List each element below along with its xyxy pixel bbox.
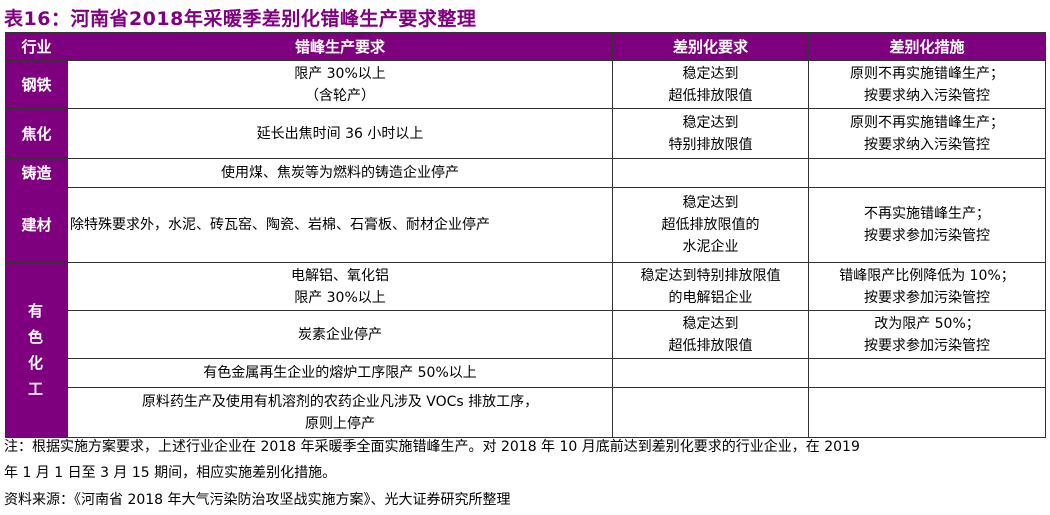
cell-line: 炭素企业停产	[298, 326, 382, 343]
cell-line: 稳定达到	[682, 114, 739, 131]
diff-requirement-cell: 稳定达到超低排放限值	[612, 60, 809, 109]
diff-measure-cell	[808, 358, 1046, 388]
requirement-cell: 使用煤、焦炭等为燃料的铸造企业停产	[67, 158, 613, 188]
requirement-cell: 炭素企业停产	[67, 310, 613, 359]
cell-line: 原则上停产	[305, 415, 375, 432]
table-title: 表16：河南省2018年采暖季差别化错峰生产要求整理	[4, 8, 477, 30]
table-row: 焦化 延长出焦时间 36 小时以上 稳定达到特别排放限值 原则不再实施错峰生产； 按要求…	[5, 108, 1046, 159]
cell-line: 电解铝、氧化铝	[291, 267, 389, 284]
requirement-cell: 原料药生产及使用有机溶剂的农药企业凡涉及 VOCs 排放工序， 原则上停产	[67, 387, 613, 438]
note-line-2: 年 1 月 1 日至 3 月 15 期间，相应实施差别化措施。	[4, 465, 337, 481]
cell-line: 稳定达到	[682, 195, 739, 211]
cell-line: 超低排放限值	[668, 87, 753, 104]
table-row: 有色金属再生企业的熔炉工序限产 50%以上	[6, 358, 1046, 388]
cell-line: 特别排放限值	[668, 136, 753, 153]
cell-line: 超低排放限值	[668, 337, 753, 354]
diff-measure-cell: 不再实施错峰生产； 按要求参加污染管控	[808, 187, 1046, 263]
cell-line: 按要求纳入污染管控	[864, 136, 990, 153]
diff-measure-cell: 改为限产 50%； 按要求参加污染管控	[808, 310, 1046, 359]
note-line-1: 注：根据实施方案要求，上述行业企业在 2018 年采暖季全面实施错峰生产。对 2…	[4, 439, 860, 455]
requirement-cell: 限产 30%以上 （含轮产）	[67, 60, 613, 109]
table-row: 建材 除特殊要求外，水泥、砖瓦窑、陶瓷、岩棉、石膏板、耐材企业停产 稳定达到超低排放…	[5, 187, 1046, 263]
cell-line: 稳定达到	[682, 65, 739, 82]
cell-line: 按要求参加污染管控	[864, 289, 990, 306]
cell-line: 稳定达到特别排放限值	[640, 267, 781, 284]
diff-requirement-cell	[612, 387, 809, 438]
diff-requirement-cell	[612, 158, 809, 188]
cell-line: 使用煤、焦炭等为燃料的铸造企业停产	[221, 165, 459, 181]
cell-line: 延长出焦时间 36 小时以上	[256, 125, 424, 142]
requirement-cell: 有色金属再生企业的熔炉工序限产 50%以上	[67, 358, 613, 388]
cell-line: 水泥企业	[682, 239, 739, 255]
diff-requirement-cell: 稳定达到特别排放限值 的电解铝企业	[612, 262, 809, 311]
cell-line: 除特殊要求外，水泥、砖瓦窑、陶瓷、岩棉、石膏板、耐材企业停产	[70, 217, 490, 233]
table-row: 有色化工 电解铝、氧化铝 限产 30%以上 稳定达到特别排放限值 的电解铝企业 错峰限产比…	[5, 262, 1046, 438]
diff-requirement-cell: 稳定达到超低排放限值	[612, 310, 809, 359]
cell-line: 错峰限产比例降低为 10%；	[839, 267, 1015, 284]
diff-requirement-cell	[612, 358, 809, 388]
cell-line: 按要求参加污染管控	[864, 228, 990, 244]
diff-measure-cell: 原则不再实施错峰生产； 按要求纳入污染管控	[808, 60, 1046, 109]
cell-line: 的电解铝企业	[668, 289, 753, 306]
table-header-row: 行业 错峰生产要求 差别化要求 差别化措施	[5, 32, 1046, 61]
cell-line: 原料药生产及使用有机溶剂的农药企业凡涉及 VOCs 排放工序，	[141, 393, 539, 410]
industry-cell: 铸造	[5, 158, 68, 188]
header-industry: 行业	[5, 32, 68, 61]
requirements-table: 行业 错峰生产要求 差别化要求 差别化措施 钢铁 限产 30%以上 （含轮产） 稳定达…	[5, 32, 1046, 438]
header-requirement: 错峰生产要求	[67, 32, 613, 61]
cell-line: 原则不再实施错峰生产；	[850, 65, 1004, 82]
diff-requirement-cell: 稳定达到特别排放限值	[612, 108, 809, 159]
cell-line: 有色金属再生企业的熔炉工序限产 50%以上	[203, 365, 477, 381]
cell-line: 超低排放限值的	[661, 217, 760, 233]
table-row: 炭素企业停产 稳定达到超低排放限值 改为限产 50%； 按要求参加污染管控	[6, 310, 1046, 359]
header-diff-requirement: 差别化要求	[612, 32, 809, 61]
cell-line: 按要求纳入污染管控	[864, 87, 990, 104]
table-row: 钢铁 限产 30%以上 （含轮产） 稳定达到超低排放限值 原则不再实施错峰生产； 按要求纳…	[5, 60, 1046, 109]
cell-line: 限产 30%以上	[294, 289, 386, 306]
cell-line: 稳定达到	[682, 315, 739, 332]
table-row: 铸造 使用煤、焦炭等为燃料的铸造企业停产	[5, 158, 1046, 188]
cell-line: 按要求参加污染管控	[864, 337, 990, 354]
diff-measure-cell	[808, 387, 1046, 438]
cell-line: （含轮产）	[305, 87, 375, 104]
cell-line: 原则不再实施错峰生产；	[850, 114, 1004, 131]
industry-cell: 建材	[5, 187, 68, 263]
requirement-cell: 电解铝、氧化铝 限产 30%以上	[67, 262, 613, 311]
industry-cell: 焦化	[5, 108, 68, 159]
industry-cell: 钢铁	[5, 60, 68, 109]
header-diff-measure: 差别化措施	[808, 32, 1046, 61]
industry-label: 有色化工	[27, 302, 45, 398]
table-row: 原料药生产及使用有机溶剂的农药企业凡涉及 VOCs 排放工序， 原则上停产	[6, 387, 1046, 438]
cell-line: 不再实施错峰生产；	[864, 206, 990, 222]
cell-line: 改为限产 50%；	[874, 315, 980, 332]
industry-cell: 有色化工	[5, 262, 68, 438]
diff-measure-cell: 原则不再实施错峰生产； 按要求纳入污染管控	[808, 108, 1046, 159]
diff-measure-cell	[808, 158, 1046, 188]
diff-measure-cell: 错峰限产比例降低为 10%； 按要求参加污染管控	[808, 262, 1046, 311]
source-note: 资料来源：《河南省 2018 年大气污染防治攻坚战实施方案》、光大证券研究所整理	[4, 492, 511, 508]
requirement-cell: 延长出焦时间 36 小时以上	[67, 108, 613, 159]
cell-line: 限产 30%以上	[294, 65, 386, 82]
diff-requirement-cell: 稳定达到超低排放限值的 水泥企业	[612, 187, 809, 263]
requirement-cell: 除特殊要求外，水泥、砖瓦窑、陶瓷、岩棉、石膏板、耐材企业停产	[67, 187, 613, 263]
